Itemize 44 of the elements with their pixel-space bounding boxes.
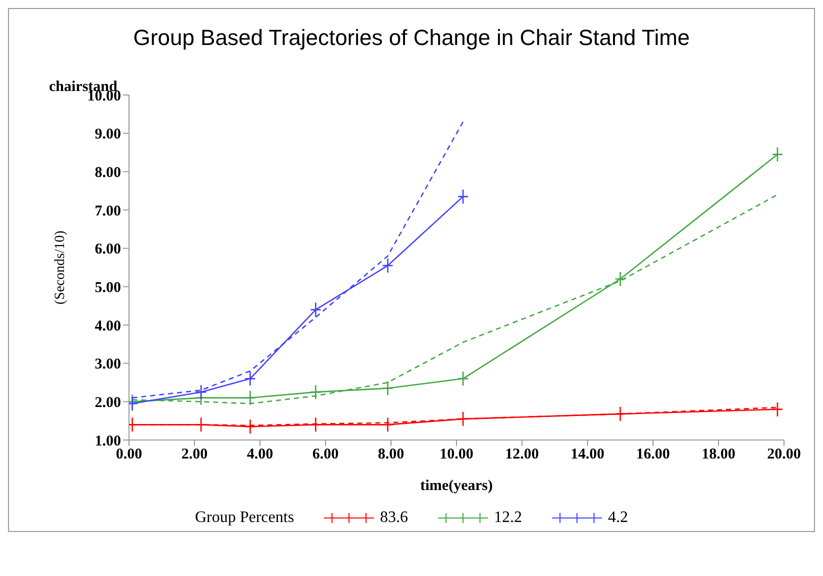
legend-title: Group Percents xyxy=(194,509,294,527)
x-tick-label: 0.00 xyxy=(116,446,142,463)
point xyxy=(382,258,394,274)
y-tick-label: 4.00 xyxy=(94,318,121,334)
point xyxy=(244,371,256,386)
point xyxy=(310,302,322,318)
x-axis-title: time(years) xyxy=(420,478,493,494)
y-tick-label: 6.00 xyxy=(94,242,121,258)
legend-label: 4.2 xyxy=(608,509,628,527)
point xyxy=(382,417,394,432)
x-tick-label: 14.00 xyxy=(570,446,604,463)
point xyxy=(310,417,322,432)
chart-title: Group Based Trajectories of Change in Chair Stand Time xyxy=(132,25,691,51)
x-tick-label: 10.00 xyxy=(440,446,474,463)
y-tick-label: 2.00 xyxy=(94,394,121,411)
point xyxy=(772,402,784,417)
point xyxy=(195,417,207,432)
y-axis-title: (Seconds/10) xyxy=(52,230,68,304)
point xyxy=(614,406,626,422)
x-tick-label: 18.00 xyxy=(702,446,736,463)
point xyxy=(244,418,256,434)
legend-label: 12.2 xyxy=(494,509,522,527)
x-tick-label: 16.00 xyxy=(636,446,670,463)
y-tick-label: 8.00 xyxy=(94,164,121,181)
point xyxy=(614,271,626,287)
y-tick-label: 5.00 xyxy=(94,280,121,296)
point xyxy=(772,146,784,162)
point xyxy=(195,384,207,400)
point xyxy=(457,371,469,386)
x-tick-label: 8.00 xyxy=(378,446,404,463)
y-tick-label: 3.00 xyxy=(94,356,121,373)
point xyxy=(457,188,469,204)
y-tick-label: 1.00 xyxy=(94,433,121,450)
y-tick-label: 7.00 xyxy=(94,203,121,220)
y-tick-label: 9.00 xyxy=(94,126,121,143)
x-tick-label: 6.00 xyxy=(312,446,339,463)
x-tick-label: 12.00 xyxy=(505,446,539,463)
x-tick-label: 20.00 xyxy=(767,446,801,463)
legend-label: 83.6 xyxy=(380,509,408,527)
point xyxy=(310,384,322,400)
x-tick-label: 4.00 xyxy=(246,446,274,463)
point xyxy=(457,411,469,427)
point xyxy=(382,380,394,396)
x-tick-label: 2.00 xyxy=(181,446,208,463)
